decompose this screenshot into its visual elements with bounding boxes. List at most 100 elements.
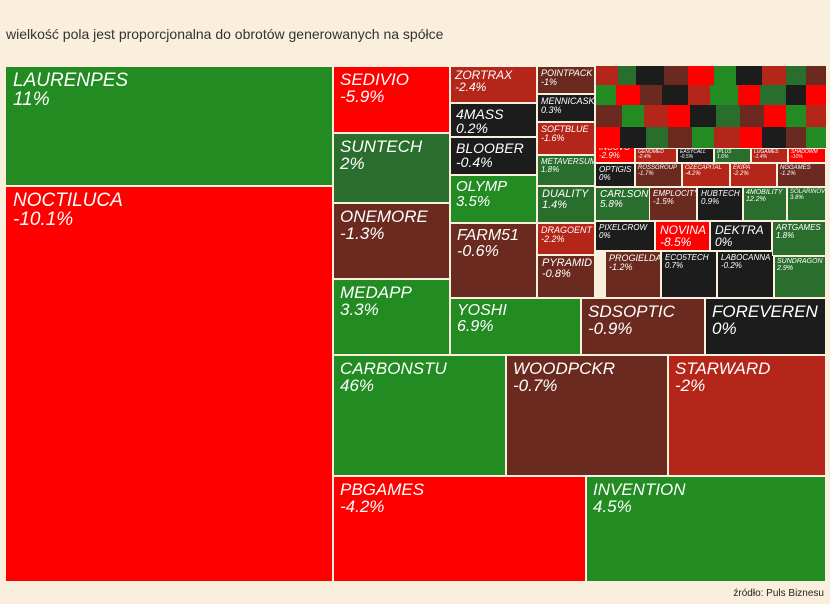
micro-tile xyxy=(620,127,646,148)
treemap-tile-novina: NOVINA -8.5% xyxy=(655,221,710,251)
treemap-tile-sedivio: SEDIVIO -5.9% xyxy=(333,66,450,133)
tile-value: 0.3% xyxy=(541,105,562,115)
micro-tile xyxy=(622,105,644,127)
treemap-tile-metaversum: METAVERSUM 1.8% xyxy=(537,155,595,186)
treemap-tile-zortrax: ZORTRAX -2.4% xyxy=(450,66,537,103)
micro-tile xyxy=(764,105,786,127)
treemap-tile-progielda: PROGIELDA -1.2% xyxy=(605,251,661,298)
tile-label: MEDAPP xyxy=(340,283,412,302)
tile-label: STARWARD xyxy=(675,359,771,378)
tile-label: OPTIGIS xyxy=(599,165,632,174)
micro-tile xyxy=(806,85,826,105)
tile-value: 2% xyxy=(340,154,365,173)
tile-value: -1.5% xyxy=(653,197,674,206)
tile-label: SUNTECH xyxy=(340,137,423,156)
micro-tile xyxy=(760,85,786,105)
tile-label: SEDIVIO xyxy=(340,70,409,89)
tile-value: -10% xyxy=(791,154,803,160)
micro-tile xyxy=(644,105,668,127)
treemap-tile-yoshi: YOSHI 6.9% xyxy=(450,298,581,355)
tile-label: YOSHI xyxy=(457,302,507,319)
micro-tile xyxy=(596,127,620,148)
treemap-tile-dragoent: DRAGOENT -2.2% xyxy=(537,223,595,255)
treemap: LAURENPES 11% NOCTILUCA -10.1% SEDIVIO -5.9% S… xyxy=(5,66,826,582)
tile-label: INVENTION xyxy=(593,480,686,499)
tile-label: IPLUS xyxy=(717,149,732,155)
tile-label: GENOMED xyxy=(638,149,664,155)
treemap-tile-woodpckr: WOODPCKR -0.7% xyxy=(506,355,668,476)
tile-value: -4.2% xyxy=(340,497,385,516)
treemap-tile-dektra: DEKTRA 0% xyxy=(710,221,772,251)
tile-label: NOCTILUCA xyxy=(13,190,123,211)
micro-tile xyxy=(646,127,668,148)
tile-label: DUALITY xyxy=(542,188,589,200)
treemap-tile-suntech: SUNTECH 2% xyxy=(333,133,450,203)
tile-label: LABOCANNA xyxy=(721,253,771,262)
tile-value: 2.9% xyxy=(777,265,793,272)
tile-label: SDSOPTIC xyxy=(588,302,675,321)
treemap-tile-emplocity: EMPLOCITY -1.5% xyxy=(649,187,697,221)
tile-value: 0% xyxy=(712,319,737,338)
tile-value: -1.3% xyxy=(340,224,385,243)
treemap-tile-optigis: OPTIGIS 0% xyxy=(595,163,635,187)
micro-tile xyxy=(786,105,806,127)
tile-value: 0.7% xyxy=(665,261,684,270)
tile-label: EASYCALL xyxy=(680,149,706,155)
treemap-tile-carlson: CARLSON 5.8% xyxy=(595,187,658,221)
treemap-tile-onemore: ONEMORE -1.3% xyxy=(333,203,450,279)
tile-label: OLYMP xyxy=(456,178,508,195)
tile-value: -2.4% xyxy=(638,154,652,160)
micro-tile xyxy=(668,127,692,148)
treemap-tile-farm51: FARM51 -0.6% xyxy=(450,223,537,298)
tile-label: PBGAMES xyxy=(340,480,425,499)
tile-value: -10.1% xyxy=(13,209,74,230)
tile-label: BLOOBER xyxy=(456,140,524,156)
tile-value: -0.6% xyxy=(457,243,499,260)
tile-value: 3.8% xyxy=(790,195,804,201)
tile-value: 0% xyxy=(599,173,611,182)
tile-value: 3.5% xyxy=(456,193,491,210)
tile-value: -0.9% xyxy=(588,319,633,338)
tile-label: ECO5TECH xyxy=(665,253,709,262)
micro-tile xyxy=(710,85,738,105)
tile-label: ZORTRAX xyxy=(455,68,513,82)
tile-value: 1.4% xyxy=(542,199,568,211)
micro-tile xyxy=(692,127,714,148)
micro-tile xyxy=(596,105,622,127)
treemap-tile-bloober: BLOOBER -0.4% xyxy=(450,137,537,175)
micro-tile xyxy=(806,105,826,127)
treemap-tile-labocanna: LABOCANNA -0.2% xyxy=(717,251,774,298)
micro-tile xyxy=(740,105,764,127)
treemap-tile-4mass: 4MASS 0.2% xyxy=(450,103,537,137)
treemap-tile-sdsoptic: SDSOPTIC -0.9% xyxy=(581,298,705,355)
treemap-tile-rossgroup: ROSSGROUP -1.7% xyxy=(635,163,682,187)
tile-value: -2.2% xyxy=(733,171,749,177)
tile-label: EMPLOCITY xyxy=(653,189,697,198)
treemap-tile-invention: INVENTION 4.5% xyxy=(586,476,826,582)
tile-value: -0.5% xyxy=(680,154,694,160)
tile-value: 12.2% xyxy=(746,196,766,203)
tile-value: 11% xyxy=(13,89,50,110)
tile-value: 5.8% xyxy=(600,199,623,210)
micro-tile xyxy=(806,66,826,85)
tile-label: CARBONSTU xyxy=(340,359,447,378)
micro-tile xyxy=(664,66,688,85)
treemap-tile-laurenpes: LAURENPES 11% xyxy=(5,66,333,186)
micro-tile xyxy=(738,85,760,105)
chart-subtitle: wielkość pola jest proporcjonalna do obr… xyxy=(6,26,444,42)
micro-tile xyxy=(740,127,762,148)
treemap-micro-area xyxy=(596,66,826,148)
tile-value: -1.2% xyxy=(780,171,796,177)
treemap-tile-easycall: EASYCALL -0.5% xyxy=(677,148,714,163)
tile-value: 1.8% xyxy=(776,231,795,240)
tile-value: 0% xyxy=(599,231,611,240)
tile-value: 46% xyxy=(340,376,375,395)
treemap-tile-ozecapital: OZECAPITAL -4.2% xyxy=(682,163,730,187)
treemap-tile-shadowm: SHADOWM -10% xyxy=(788,148,826,163)
micro-tile xyxy=(736,66,762,85)
tile-label: POINTPACK xyxy=(541,68,593,78)
source-note: źródło: Puls Biznesu xyxy=(733,588,824,599)
tile-label: EKIPA xyxy=(733,165,751,171)
treemap-tile-4mobility: 4MOBILITY 12.2% xyxy=(743,187,787,221)
tile-label: SOLARINOV xyxy=(790,189,826,195)
